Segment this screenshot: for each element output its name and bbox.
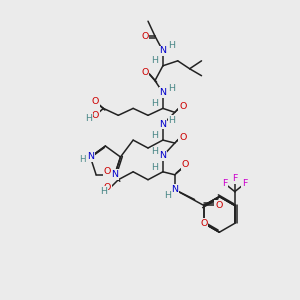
Text: F: F: [222, 179, 228, 188]
Text: H: H: [152, 130, 158, 140]
Text: N: N: [159, 88, 167, 97]
Text: O: O: [141, 68, 149, 77]
Text: N: N: [87, 152, 94, 161]
Text: O: O: [92, 97, 99, 106]
Text: F: F: [242, 179, 248, 188]
Text: N: N: [159, 120, 167, 129]
Text: N: N: [171, 185, 178, 194]
Text: H: H: [152, 99, 158, 108]
Text: H: H: [152, 163, 158, 172]
Text: O: O: [141, 32, 149, 40]
Text: O: O: [179, 133, 186, 142]
Text: F: F: [232, 174, 238, 183]
Text: N: N: [111, 170, 118, 179]
Text: H: H: [168, 84, 175, 93]
Text: H: H: [168, 41, 175, 50]
Text: O: O: [182, 160, 189, 169]
Text: O: O: [200, 219, 208, 228]
Text: N: N: [159, 152, 167, 160]
Text: N: N: [159, 46, 167, 56]
Text: H: H: [100, 187, 107, 196]
Text: O: O: [92, 111, 99, 120]
Text: O: O: [104, 183, 111, 192]
Text: H: H: [79, 155, 86, 164]
Text: O: O: [104, 167, 111, 176]
Text: H: H: [168, 116, 175, 125]
Text: O: O: [179, 102, 186, 111]
Text: H: H: [152, 148, 158, 157]
Text: H: H: [85, 114, 92, 123]
Text: H: H: [152, 56, 158, 65]
Text: H: H: [164, 191, 171, 200]
Text: O: O: [215, 201, 223, 210]
